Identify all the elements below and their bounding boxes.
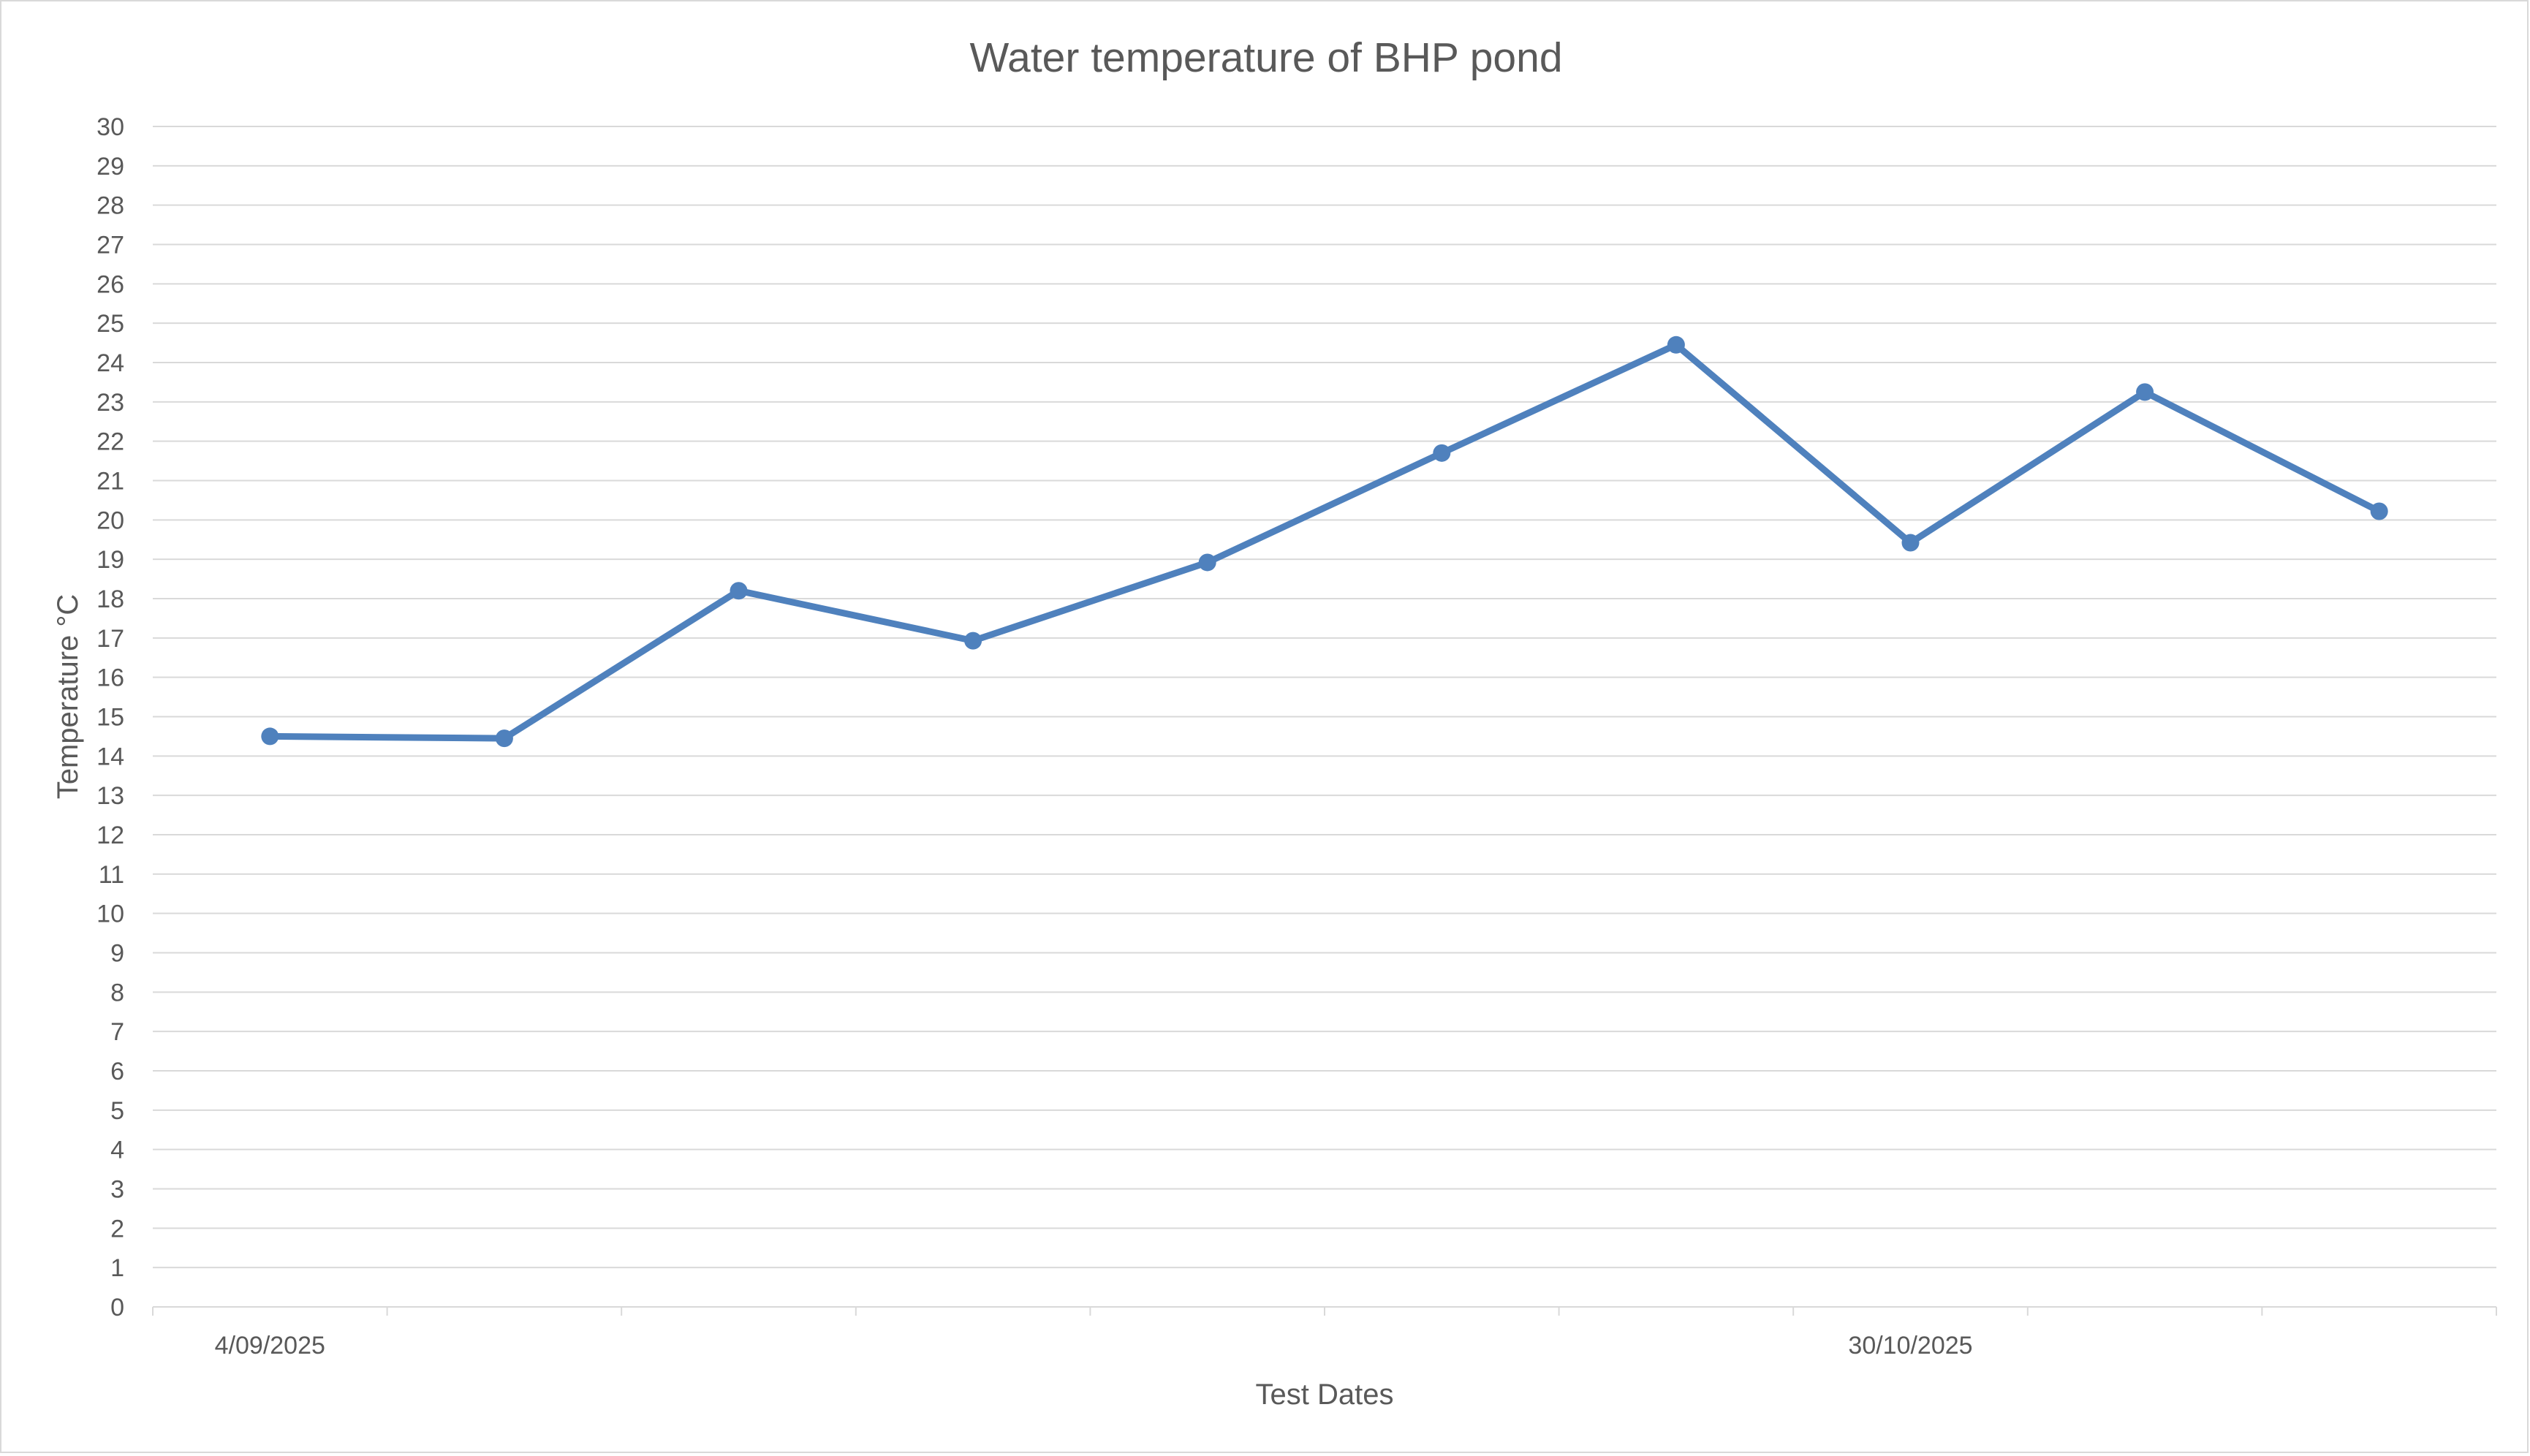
data-point[interactable] <box>1433 444 1451 462</box>
data-point[interactable] <box>1901 534 1920 552</box>
y-tick-label: 0 <box>110 1294 124 1322</box>
y-tick-label: 26 <box>96 270 124 298</box>
series-line <box>266 341 2383 742</box>
y-tick-label: 14 <box>96 743 124 770</box>
y-tick-label: 4 <box>110 1137 124 1164</box>
y-tick-label: 21 <box>96 468 124 496</box>
data-point[interactable] <box>730 582 748 600</box>
y-tick-label: 11 <box>99 861 124 889</box>
y-tick-label: 17 <box>96 625 124 653</box>
y-axis-ticks: 0123456789101112131415161718192021222324… <box>96 113 124 1322</box>
y-tick-label: 29 <box>96 153 124 181</box>
y-tick-label: 2 <box>110 1215 124 1243</box>
y-tick-label: 23 <box>96 389 124 417</box>
y-tick-label: 9 <box>110 940 124 968</box>
y-tick-label: 3 <box>110 1176 124 1204</box>
chart-title: Water temperature of BHP pond <box>969 34 1562 81</box>
y-tick-label: 13 <box>96 782 124 810</box>
y-tick-label: 8 <box>110 979 124 1006</box>
data-point[interactable] <box>2370 502 2388 520</box>
y-tick-label: 15 <box>96 704 124 732</box>
y-tick-label: 6 <box>110 1058 124 1085</box>
y-tick-label: 10 <box>96 900 124 928</box>
y-tick-label: 7 <box>110 1018 124 1046</box>
y-tick-label: 1 <box>110 1254 124 1282</box>
y-tick-label: 12 <box>96 822 124 849</box>
data-point[interactable] <box>1198 553 1216 572</box>
data-point[interactable] <box>2136 383 2154 401</box>
data-point[interactable] <box>495 729 513 748</box>
data-point[interactable] <box>964 632 982 650</box>
y-tick-label: 25 <box>96 310 124 338</box>
y-tick-label: 19 <box>96 546 124 574</box>
gridlines <box>153 126 2496 1269</box>
x-axis-title: Test Dates <box>1256 1379 1394 1411</box>
x-axis: 4/09/2025 30/10/2025 <box>152 1306 2497 1360</box>
data-point[interactable] <box>261 727 279 746</box>
y-axis-title: Temperature °C <box>52 594 84 800</box>
y-tick-label: 22 <box>96 428 124 456</box>
x-tick-label: 30/10/2025 <box>1848 1332 1972 1360</box>
y-tick-label: 5 <box>110 1097 124 1125</box>
x-tick-label: 4/09/2025 <box>215 1332 325 1360</box>
y-tick-label: 20 <box>96 507 124 534</box>
y-tick-label: 24 <box>96 349 124 377</box>
data-point[interactable] <box>1667 335 1685 354</box>
y-tick-label: 27 <box>96 232 124 259</box>
y-tick-label: 18 <box>96 585 124 613</box>
y-tick-label: 28 <box>96 192 124 220</box>
series-layer <box>261 335 2388 748</box>
y-tick-label: 16 <box>96 664 124 692</box>
y-tick-label: 30 <box>96 113 124 141</box>
